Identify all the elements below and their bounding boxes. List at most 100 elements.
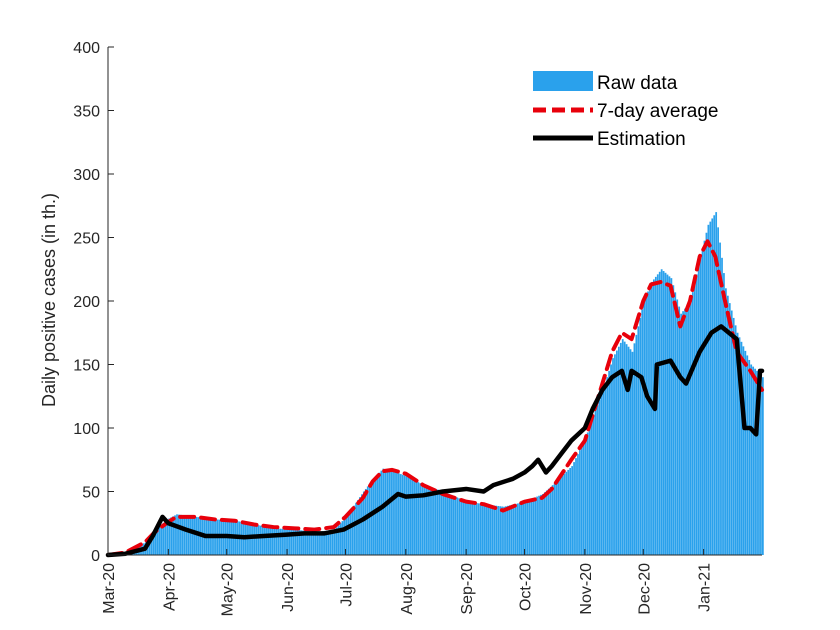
x-tick-label: Jun-20	[280, 563, 297, 612]
raw-data-bar	[178, 514, 180, 555]
raw-data-bar	[487, 504, 490, 555]
raw-data-bar	[279, 528, 282, 555]
raw-data-bar	[604, 383, 607, 555]
raw-data-bar	[341, 521, 344, 555]
raw-data-bar	[438, 490, 441, 555]
raw-data-bar	[366, 486, 369, 555]
raw-data-bar	[682, 311, 684, 555]
raw-data-bar	[586, 432, 589, 555]
raw-data-bar	[433, 488, 435, 555]
raw-data-bar	[688, 303, 690, 555]
raw-data-bar	[405, 476, 408, 555]
raw-data-bar	[495, 505, 498, 555]
raw-data-bar	[440, 490, 443, 555]
raw-data-bar	[160, 524, 163, 555]
raw-data-bar	[701, 248, 704, 556]
raw-data-bar	[466, 501, 468, 555]
raw-data-bar	[442, 491, 445, 555]
raw-data-bar	[625, 344, 628, 555]
raw-data-bar	[388, 470, 391, 555]
raw-data-bar	[170, 517, 173, 555]
raw-data-bar	[508, 505, 511, 555]
raw-data-bar	[154, 529, 157, 555]
raw-data-bar	[542, 494, 544, 555]
raw-data-bar	[298, 530, 301, 555]
x-tick-label: Jan-21	[697, 563, 714, 612]
raw-data-bar	[187, 515, 190, 555]
raw-data-bar	[748, 359, 751, 555]
raw-data-bar	[333, 529, 336, 555]
raw-data-bar	[579, 450, 581, 555]
raw-data-bar	[510, 504, 513, 555]
raw-data-bar	[606, 377, 609, 555]
raw-data-bar	[300, 530, 303, 555]
raw-data-bar	[538, 495, 540, 555]
raw-data-bar	[320, 531, 322, 555]
raw-data-bar	[265, 526, 268, 555]
raw-data-bar	[561, 475, 564, 556]
raw-data-bar	[703, 240, 706, 555]
raw-data-bar	[616, 350, 618, 555]
raw-data-bar	[355, 502, 357, 555]
legend: Raw data 7-day average Estimation	[533, 71, 718, 150]
raw-data-bar	[746, 355, 749, 555]
raw-data-bar	[351, 508, 354, 555]
raw-data-bar	[738, 337, 741, 555]
raw-data-bar	[499, 506, 501, 555]
raw-data-bar	[709, 221, 712, 556]
raw-data-bar	[654, 276, 657, 555]
raw-data-bar	[723, 273, 725, 555]
raw-data-bar	[183, 515, 186, 555]
x-tick-label: Mar-20	[101, 563, 118, 614]
raw-data-bar	[248, 523, 250, 555]
raw-data-bar	[312, 531, 315, 555]
raw-data-bar	[470, 502, 472, 555]
raw-data-bar	[263, 526, 266, 555]
raw-data-bar	[756, 370, 758, 555]
raw-data-bar	[349, 511, 352, 555]
raw-data-bar	[471, 502, 474, 555]
raw-data-bar	[563, 473, 566, 555]
estimation-line	[105, 324, 765, 558]
raw-data-bar	[596, 405, 599, 555]
raw-data-bar	[565, 471, 568, 555]
raw-data-bar	[697, 265, 700, 555]
raw-data-bar	[559, 477, 562, 555]
raw-data-bar	[380, 470, 383, 555]
raw-data-bar	[456, 497, 459, 555]
raw-data-bar	[152, 532, 155, 555]
raw-data-bar	[678, 306, 681, 555]
raw-data-bar	[489, 504, 492, 555]
raw-data-bar	[415, 481, 418, 555]
raw-data-bar	[528, 499, 531, 555]
raw-data-bar	[417, 482, 420, 555]
raw-data-bar	[532, 498, 535, 555]
raw-data-bar	[742, 346, 745, 555]
raw-data-bar	[164, 521, 167, 555]
y-tick-label: 250	[73, 231, 100, 248]
y-tick-label: 100	[73, 421, 100, 438]
raw-data-bar	[310, 531, 313, 555]
raw-data-bar	[750, 364, 753, 555]
raw-data-bar	[547, 488, 550, 555]
raw-data-bar	[651, 281, 653, 555]
raw-data-bar	[526, 500, 529, 555]
raw-data-bar	[493, 505, 496, 555]
raw-data-bar	[520, 502, 523, 555]
raw-data-bar	[460, 499, 463, 555]
raw-data-bar	[277, 528, 280, 555]
raw-data-bar	[454, 496, 457, 555]
raw-data-bar	[627, 346, 630, 555]
y-tick-label: 150	[73, 358, 100, 375]
raw-data-bar	[296, 529, 299, 555]
raw-data-bar	[287, 529, 289, 555]
raw-data-bar	[419, 483, 422, 555]
raw-data-bar	[339, 523, 342, 555]
legend-label: Estimation	[597, 129, 686, 150]
raw-data-bar	[501, 506, 503, 555]
x-tick-label: Aug-20	[399, 563, 416, 615]
raw-data-bar	[631, 351, 634, 555]
raw-data-bar	[378, 472, 381, 555]
raw-data-bar	[185, 515, 188, 555]
